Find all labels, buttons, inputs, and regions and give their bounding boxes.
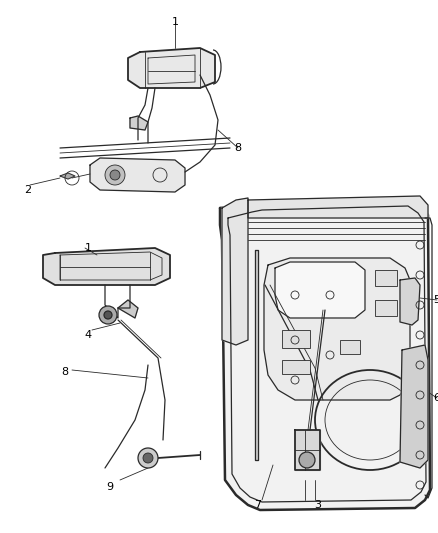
Polygon shape — [60, 173, 75, 179]
Circle shape — [138, 448, 158, 468]
Text: 3: 3 — [314, 500, 321, 510]
Polygon shape — [130, 116, 148, 130]
Polygon shape — [222, 198, 248, 345]
Bar — [282, 330, 310, 348]
Polygon shape — [128, 48, 215, 88]
Circle shape — [143, 453, 153, 463]
Circle shape — [299, 452, 315, 468]
Polygon shape — [90, 158, 185, 192]
Polygon shape — [43, 248, 170, 285]
Circle shape — [99, 306, 117, 324]
Text: 8: 8 — [61, 367, 69, 377]
Text: 1: 1 — [85, 243, 92, 253]
Polygon shape — [400, 278, 420, 325]
Text: 2: 2 — [25, 185, 32, 195]
Text: 5: 5 — [434, 295, 438, 305]
Circle shape — [110, 170, 120, 180]
Polygon shape — [220, 198, 430, 510]
Polygon shape — [264, 258, 410, 400]
Polygon shape — [248, 196, 428, 218]
Text: 6: 6 — [434, 393, 438, 403]
Circle shape — [105, 165, 125, 185]
Polygon shape — [295, 430, 320, 470]
Polygon shape — [118, 300, 138, 318]
Polygon shape — [255, 250, 258, 460]
Text: 4: 4 — [85, 330, 92, 340]
Bar — [375, 300, 397, 316]
Text: 1: 1 — [172, 17, 179, 27]
Text: 8: 8 — [234, 143, 242, 153]
Bar — [340, 340, 360, 354]
Bar — [375, 270, 397, 286]
Text: 7: 7 — [254, 500, 261, 510]
Text: 9: 9 — [106, 482, 113, 492]
Polygon shape — [275, 262, 365, 318]
Circle shape — [104, 311, 112, 319]
Polygon shape — [400, 345, 428, 468]
Bar — [282, 360, 310, 374]
